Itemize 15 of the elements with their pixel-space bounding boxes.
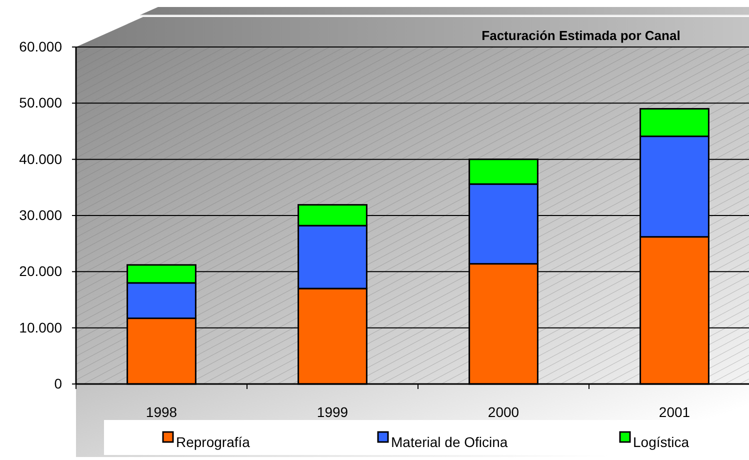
x-tick-label: 2001: [658, 404, 690, 420]
y-tick-label: 30.000: [19, 206, 62, 223]
x-tick-label: 1999: [316, 404, 348, 420]
legend-label: Reprografía: [176, 434, 250, 450]
y-tick-label: 0: [54, 375, 62, 392]
y-tick-label: 60.000: [19, 38, 62, 54]
y-tick-label: 40.000: [19, 150, 62, 167]
x-tick-label: 1998: [146, 404, 178, 420]
legend-label: Logística: [633, 434, 690, 450]
y-tick-label: 20.000: [19, 263, 62, 280]
legend-label: Material de Oficina: [391, 434, 508, 450]
chart-title: Facturación Estimada por Canal: [482, 28, 680, 43]
y-tick-label: 50.000: [19, 94, 62, 111]
x-tick-label: 2000: [488, 404, 520, 420]
y-tick-label: 10.000: [19, 319, 62, 336]
